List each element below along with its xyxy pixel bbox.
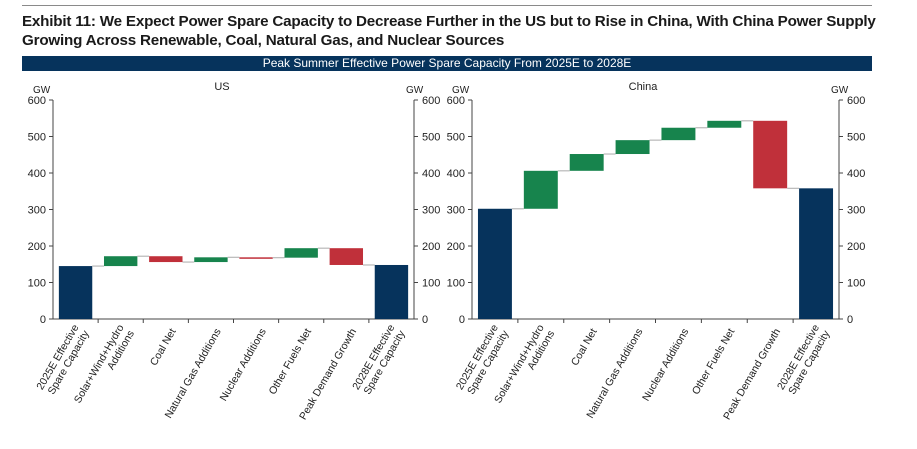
china-bar [661, 127, 696, 141]
china-bar [615, 140, 650, 155]
china-right-tick-label: 0 [847, 314, 853, 326]
category-label-line: Other Fuels Net [690, 326, 737, 396]
china-left-unit-label: GW [452, 85, 470, 96]
us-left-unit-label: GW [33, 85, 51, 96]
us-right-tick-label: 500 [422, 132, 440, 144]
us-left-tick-label: 400 [28, 168, 46, 180]
us-chart: US GW GW 0 0 100 100 200 200 300 300 400 400 500 500 60… [28, 81, 441, 422]
china-category-label: Coal Net [569, 326, 600, 367]
us-right-tick-label: 0 [422, 314, 428, 326]
china-bar [569, 154, 604, 171]
us-category-label: Coal Net [148, 326, 179, 367]
china-left-tick-label: 400 [447, 168, 465, 180]
china-left-tick-label: 200 [447, 241, 465, 253]
us-right-tick-label: 300 [422, 205, 440, 217]
us-category-label: 2028E EffectiveSpare Capacity [350, 322, 408, 398]
china-chart: China GW GW 0 0 100 100 200 200 300 300 400 400 500 50… [447, 81, 866, 422]
china-left-tick-label: 0 [459, 314, 465, 326]
china-bar [707, 120, 742, 128]
china-left-tick-label: 100 [447, 278, 465, 290]
us-left-tick-label: 200 [28, 241, 46, 253]
china-right-tick-label: 500 [847, 132, 865, 144]
us-category-label: Nuclear Additions [218, 327, 269, 404]
china-category-label: 2028E EffectiveSpare Capacity [775, 322, 833, 398]
china-bar [799, 188, 834, 319]
us-bar [374, 264, 409, 319]
us-right-tick-label: 100 [422, 278, 440, 290]
china-right-tick-label: 600 [847, 95, 865, 107]
us-right-unit-label: GW [406, 85, 424, 96]
us-left-tick-label: 300 [28, 205, 46, 217]
china-right-tick-label: 200 [847, 241, 865, 253]
us-left-tick-label: 500 [28, 132, 46, 144]
category-label-line: Coal Net [148, 326, 179, 367]
us-bar [194, 257, 228, 263]
china-category-label: Nuclear Additions [640, 327, 691, 404]
us-bar [239, 257, 273, 259]
us-left-tick-label: 100 [28, 278, 46, 290]
us-right-tick-label: 400 [422, 168, 440, 180]
china-chart-title: China [629, 81, 659, 93]
category-label-line: Nuclear Additions [218, 327, 269, 404]
category-label-line: Other Fuels Net [267, 326, 314, 396]
china-left-tick-label: 600 [447, 95, 465, 107]
us-left-tick-label: 600 [28, 95, 46, 107]
china-left-tick-label: 300 [447, 205, 465, 217]
top-rule [22, 5, 872, 6]
chart-banner: Peak Summer Effective Power Spare Capaci… [22, 56, 872, 71]
us-right-tick-label: 600 [422, 95, 440, 107]
us-chart-title: US [214, 81, 229, 93]
us-left-tick-label: 0 [40, 314, 46, 326]
us-bar [329, 248, 364, 265]
china-right-unit-label: GW [831, 85, 849, 96]
exhibit-title: Exhibit 11: We Expect Power Spare Capaci… [22, 13, 876, 49]
china-right-tick-label: 300 [847, 205, 865, 217]
china-bar [477, 208, 512, 319]
china-left-tick-label: 500 [447, 132, 465, 144]
us-category-label: Other Fuels Net [267, 326, 314, 396]
category-label-line: Coal Net [569, 326, 600, 367]
us-bar [58, 266, 93, 319]
category-label-line: Nuclear Additions [640, 327, 691, 404]
china-category-label: Other Fuels Net [690, 326, 737, 396]
china-bar [753, 120, 788, 189]
china-right-tick-label: 400 [847, 168, 865, 180]
us-bar [284, 248, 318, 258]
china-right-tick-label: 100 [847, 278, 865, 290]
us-right-tick-label: 200 [422, 241, 440, 253]
us-bar [103, 256, 138, 267]
china-bar [523, 170, 558, 209]
us-bar [149, 256, 183, 263]
